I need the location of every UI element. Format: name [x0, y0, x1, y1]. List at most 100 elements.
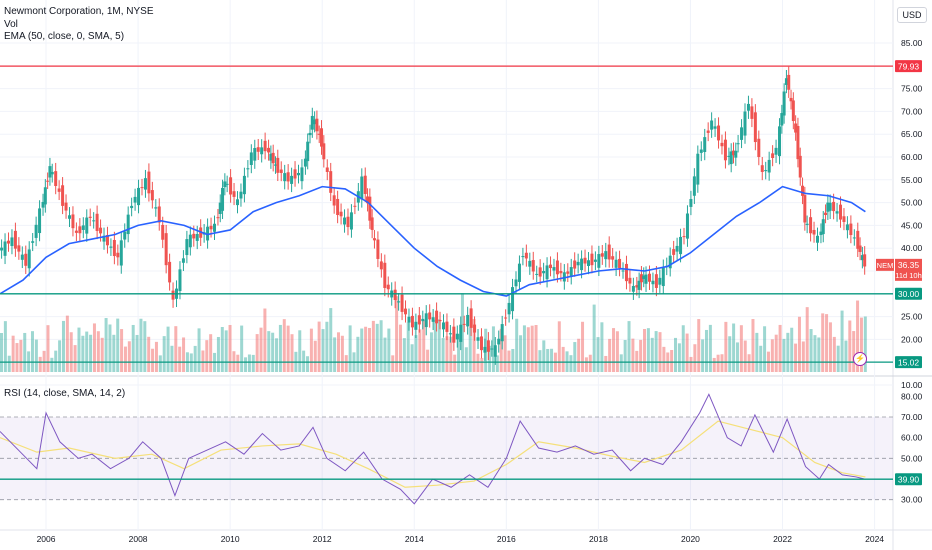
candle-body [290, 175, 294, 184]
last-price-bg [895, 258, 922, 281]
volume-bar [201, 350, 205, 372]
volume-bar [515, 318, 519, 372]
volume-bar [639, 339, 643, 372]
candle-body [860, 255, 864, 261]
candle-body [448, 333, 452, 335]
volume-bar [54, 350, 58, 372]
candle-body [784, 78, 788, 85]
volume-bar [503, 335, 507, 372]
candle-body [332, 195, 336, 206]
candle-body [717, 125, 721, 141]
volume-bar [193, 345, 197, 372]
candle-body [143, 178, 147, 190]
volume-bar [127, 341, 131, 372]
candle-body [710, 120, 714, 130]
candle-body [654, 274, 658, 288]
candle-body [493, 345, 497, 357]
candle-body [346, 216, 350, 228]
volume-bar [131, 324, 135, 372]
volume-bar [615, 331, 619, 372]
volume-bar [774, 334, 778, 372]
volume-bar [344, 355, 348, 372]
candle-body [119, 240, 123, 266]
volume-bar [600, 322, 604, 372]
horizontal-line-label-1: 30.00 [898, 289, 920, 299]
candle-body [147, 171, 151, 194]
volume-bar [379, 320, 383, 372]
currency-selector-button[interactable]: USD [897, 7, 927, 23]
volume-bar [441, 337, 445, 372]
candle-body [112, 239, 116, 257]
legend-rsi: RSI (14, close, SMA, 14, 2) [4, 388, 126, 399]
volume-bar [728, 336, 732, 372]
price-tick-15: 10.00 [901, 380, 923, 390]
volume-bar [371, 320, 375, 372]
time-tick-8: 2022 [773, 534, 792, 544]
candle-body [7, 240, 11, 244]
candle-body [225, 183, 229, 185]
volume-bar [391, 355, 395, 372]
candle-body [845, 224, 849, 231]
candle-body [157, 206, 161, 223]
volume-bar [743, 340, 747, 372]
candle-body [828, 202, 832, 211]
volume-bar [375, 323, 379, 372]
candle-body [466, 314, 470, 327]
volume-bar [770, 339, 774, 372]
volume-bar [685, 333, 689, 372]
candle-body [88, 216, 92, 218]
candle-body [682, 236, 686, 238]
candle-body [852, 237, 856, 239]
candle-body [661, 267, 665, 287]
candle-body [349, 212, 353, 230]
candle-body [372, 238, 376, 241]
legend-title: Newmont Corporation, 1M, NYSE [4, 6, 154, 17]
volume-bar [58, 340, 62, 372]
volume-bar [817, 337, 821, 372]
candle-body [812, 229, 816, 235]
candle-body [315, 118, 319, 132]
volume-bar [856, 300, 860, 372]
price-tick-2: 75.00 [901, 84, 923, 94]
volume-bar [511, 348, 515, 372]
candle-body [767, 159, 771, 173]
candle-body [699, 149, 703, 153]
candle-body [566, 271, 570, 274]
candle-body [794, 123, 798, 133]
volume-bar [418, 329, 422, 372]
volume-bar [340, 335, 344, 372]
volume-bar [437, 319, 441, 372]
candle-body [685, 213, 689, 239]
lightning-icon[interactable]: ⚡ [853, 352, 867, 366]
ticker-badge-bg [876, 258, 894, 271]
candle-body [386, 284, 390, 290]
candle-body [746, 103, 750, 111]
volume-bar [23, 332, 27, 372]
candle-body [95, 213, 99, 231]
volume-bar [643, 328, 647, 372]
horizontal-line-label-0-bg [895, 60, 922, 73]
volume-bar [453, 354, 457, 372]
candle-body [133, 196, 137, 203]
candle-body [376, 239, 380, 259]
candle-body [500, 324, 504, 342]
volume-bar [271, 332, 275, 372]
candle-body [593, 259, 597, 262]
candle-body [753, 112, 757, 143]
volume-bar [73, 345, 77, 372]
time-tick-1: 2008 [129, 534, 148, 544]
volume-bar [747, 354, 751, 372]
volume-bar [724, 321, 728, 372]
candle-body [736, 143, 740, 145]
volume-bar [275, 338, 279, 372]
volume-bar [282, 319, 286, 372]
volume-bar [720, 354, 724, 372]
volume-bar [697, 319, 701, 372]
rsi-tick-1: 70.00 [901, 412, 923, 422]
price-tick-6: 55.00 [901, 175, 923, 185]
candle-body [528, 260, 532, 267]
candle-body [263, 140, 267, 152]
candle-body [24, 253, 28, 266]
candle-body [642, 275, 646, 279]
